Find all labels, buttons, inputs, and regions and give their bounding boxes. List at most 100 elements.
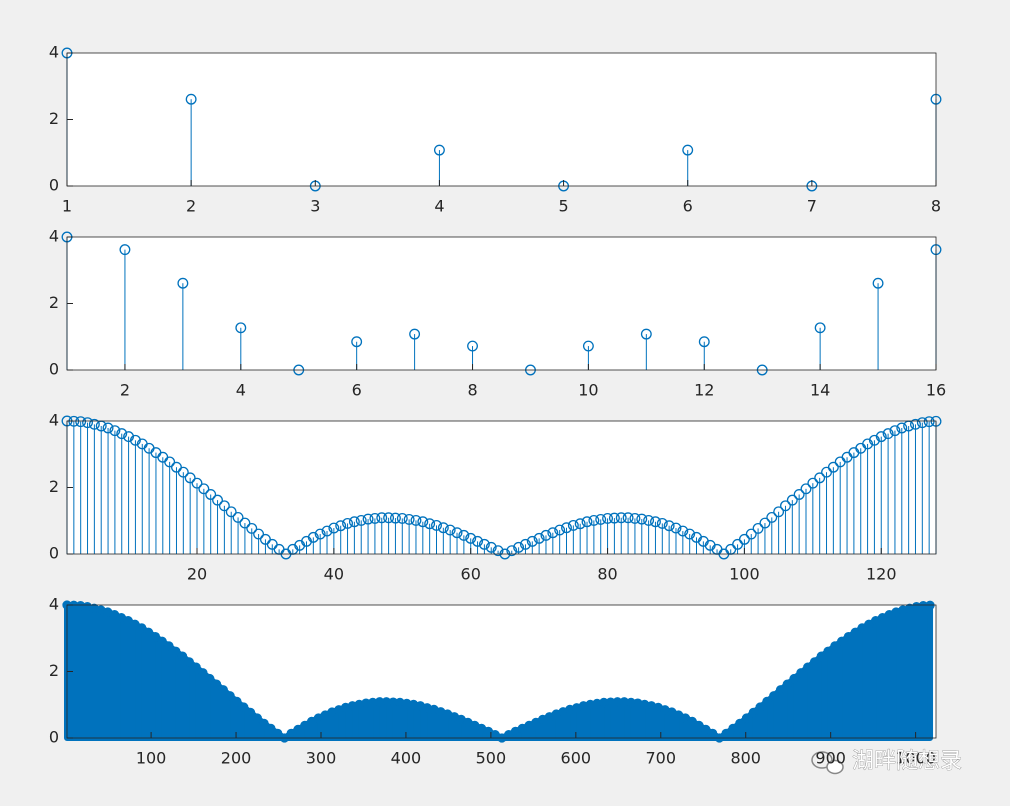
y-tick-label: 2 [49,109,59,128]
marker [252,713,262,723]
marker [687,716,697,727]
marker [362,513,374,525]
marker [581,516,593,528]
marker [875,431,887,443]
marker [444,524,456,536]
marker [232,511,244,523]
marker [910,418,921,430]
marker [526,535,538,547]
marker [554,524,566,536]
marker [622,512,634,524]
marker [109,425,121,437]
x-tick-label: 400 [391,749,422,768]
axes: 0 2 4 1 2 3 4 5 6 7 8 [49,43,942,216]
marker [355,514,367,526]
y-tick-label: 2 [49,661,59,680]
y-tick-label: 2 [49,477,59,496]
marker [889,425,901,437]
marker [769,691,779,701]
x-tick-label: 6 [683,197,693,216]
marker [684,528,696,540]
marker [410,514,422,526]
marker [640,328,652,340]
marker [177,466,189,478]
y-tick-label: 0 [49,728,59,747]
marker [396,512,408,524]
marker [745,528,757,540]
marker [164,456,176,468]
marker [239,702,249,712]
icon-bubble [811,751,833,769]
marker [150,631,160,642]
marker [663,520,675,532]
x-tick-label: 60 [461,565,481,584]
x-tick-label: 1 [62,197,72,216]
x-tick-label: 900 [815,749,846,768]
marker [814,322,826,334]
marker [431,519,442,531]
marker [773,506,785,518]
marker [198,668,208,678]
axes: 0 2 4 2 4 6 8 10 12 14 16 [49,227,946,400]
marker [351,336,363,348]
marker [424,518,436,530]
marker [513,541,525,553]
marker [547,527,559,539]
marker [561,522,572,534]
marker [348,516,360,528]
marker [245,707,256,718]
axes: 0 2 4 20 40 60 80 100 120 [49,411,942,584]
marker [321,525,333,537]
marker [485,541,497,553]
marker [923,416,935,428]
marker [246,522,258,534]
marker [698,336,710,348]
x-tick-label: 8 [467,381,477,400]
marker [807,477,819,489]
x-tick-label: 100 [729,565,760,584]
x-tick-label: 40 [324,565,344,584]
marker [383,512,395,524]
x-tick-label: 12 [694,381,714,400]
marker [286,728,296,738]
marker [116,428,128,440]
marker [656,517,668,529]
marker [803,662,813,672]
marker [184,657,194,667]
marker [259,718,269,729]
marker [682,144,694,156]
marker [533,532,545,544]
marker [701,724,711,735]
marker [759,517,771,529]
marker [789,673,799,684]
y-tick-label: 4 [49,227,59,246]
x-tick-label: 200 [221,749,252,768]
marker [830,641,840,651]
marker [211,679,222,689]
marker [786,494,798,506]
x-tick-label: 600 [561,749,592,768]
y-tick-label: 0 [49,360,59,379]
marker [218,500,230,512]
x-tick-label: 2 [120,381,130,400]
marker [629,512,641,524]
marker [212,494,223,506]
marker [273,728,283,738]
marker [567,519,579,531]
marker [882,428,894,440]
marker [694,720,704,731]
marker [143,627,154,637]
marker [728,723,738,734]
marker [843,631,854,642]
marker [307,531,319,543]
marker [177,277,189,289]
plot-area [67,53,936,186]
plot-area [67,237,936,370]
marker [800,483,812,495]
y-tick-label: 4 [49,43,59,62]
marker [232,696,242,707]
marker [389,512,401,524]
marker [643,514,655,526]
x-tick-label: 4 [236,381,246,400]
